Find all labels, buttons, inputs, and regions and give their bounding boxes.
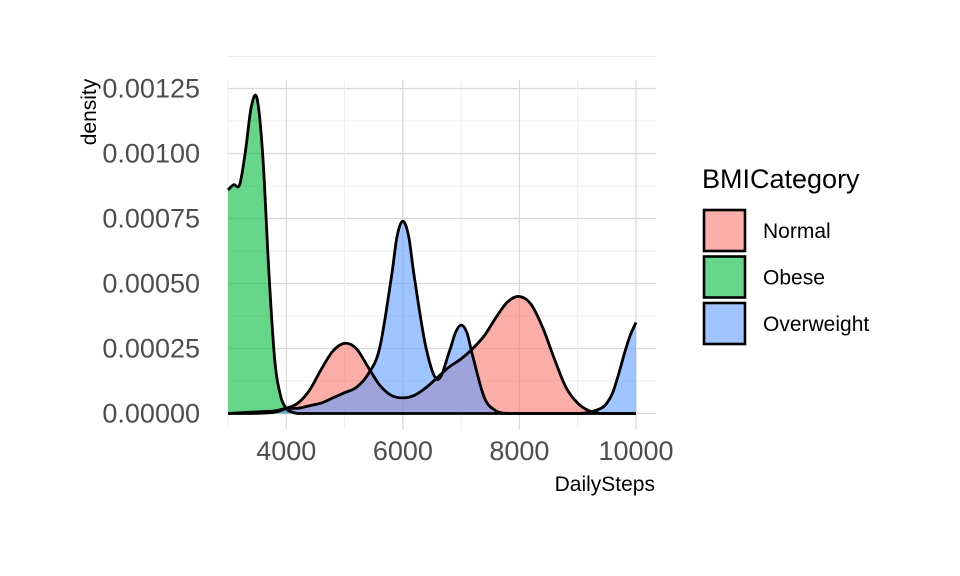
- density-areas: [228, 95, 636, 414]
- legend-label-overweight: Overweight: [763, 313, 869, 336]
- y-axis-ticks: 0.00000 0.00025 0.00050 0.00075 0.00100 0.001…: [102, 74, 200, 429]
- density-lines: [227, 93, 638, 415]
- y-axis-title: density: [78, 78, 101, 145]
- density-area-normal: [228, 296, 636, 414]
- legend-item-overweight: Overweight: [702, 301, 869, 346]
- y-tick-label: 0.00050: [102, 269, 200, 299]
- density-line-obese: [227, 93, 636, 415]
- legend-swatch-normal: [702, 208, 747, 253]
- x-axis-title: DailySteps: [555, 473, 655, 496]
- density-line-overweight: [227, 219, 638, 415]
- density-area-overweight: [228, 221, 636, 414]
- legend-label-obese: Obese: [763, 267, 825, 290]
- x-tick-label: 4000: [256, 436, 316, 466]
- y-tick-label: 0.00100: [102, 139, 200, 169]
- density-area-obese: [228, 95, 636, 414]
- legend-items: Normal Obese Overweight: [702, 208, 869, 346]
- legend-item-obese: Obese: [702, 255, 825, 299]
- y-tick-label: 0.00075: [102, 204, 200, 234]
- legend-label-normal: Normal: [763, 220, 831, 243]
- legend-item-normal: Normal: [702, 208, 831, 253]
- legend-swatch-obese: [702, 255, 747, 299]
- x-axis-ticks: 4000 6000 8000 10000: [256, 436, 673, 466]
- y-tick-label: 0.00125: [102, 74, 200, 104]
- x-tick-label: 10000: [598, 436, 673, 466]
- x-tick-label: 8000: [489, 436, 549, 466]
- x-tick-label: 6000: [373, 436, 433, 466]
- legend: BMICategory Normal Obese Overweight: [702, 164, 869, 346]
- y-tick-label: 0.00000: [102, 399, 200, 429]
- legend-swatch-overweight: [702, 301, 747, 346]
- legend-title: BMICategory: [702, 164, 860, 194]
- y-tick-label: 0.00025: [102, 334, 200, 364]
